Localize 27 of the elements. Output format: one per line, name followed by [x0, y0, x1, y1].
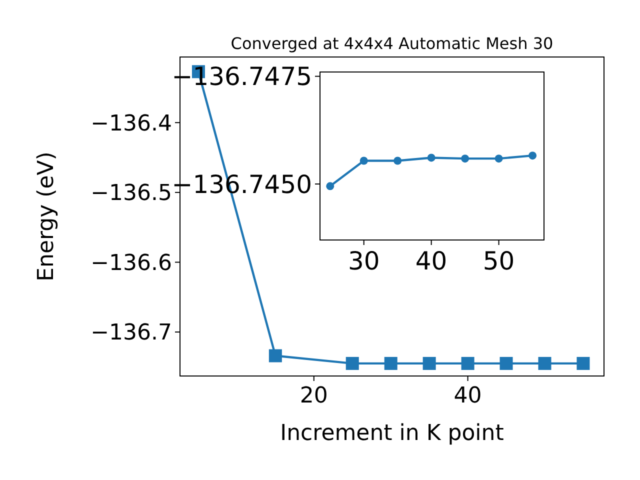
x-tick-label: 30 [348, 246, 380, 276]
point [538, 356, 552, 370]
y-tick-label: −136.7 [90, 320, 172, 346]
point [494, 154, 503, 163]
point [528, 152, 537, 160]
y-tick-label: −136.4 [90, 111, 172, 136]
point [461, 154, 470, 163]
point [268, 349, 282, 362]
point [394, 156, 402, 165]
point [427, 154, 436, 162]
x-tick-label: 40 [454, 384, 482, 409]
point [384, 356, 398, 370]
x-tick-label: 40 [415, 246, 448, 276]
point [576, 356, 590, 370]
y-tick-label: −136.6 [90, 250, 172, 276]
point [500, 356, 513, 370]
point [360, 156, 368, 165]
point [461, 356, 474, 370]
y-axis-title: Energy (eV) [34, 152, 59, 282]
x-tick-label: 50 [482, 246, 515, 276]
point [326, 182, 334, 190]
chart-title: Converged at 4x4x4 Automatic Mesh 30 [230, 34, 554, 53]
x-axis-title: Increment in K point [280, 421, 504, 446]
x-tick-label: 20 [300, 384, 328, 409]
point [346, 356, 359, 370]
y-tick-label: −136.5 [90, 181, 172, 206]
point [422, 356, 436, 370]
